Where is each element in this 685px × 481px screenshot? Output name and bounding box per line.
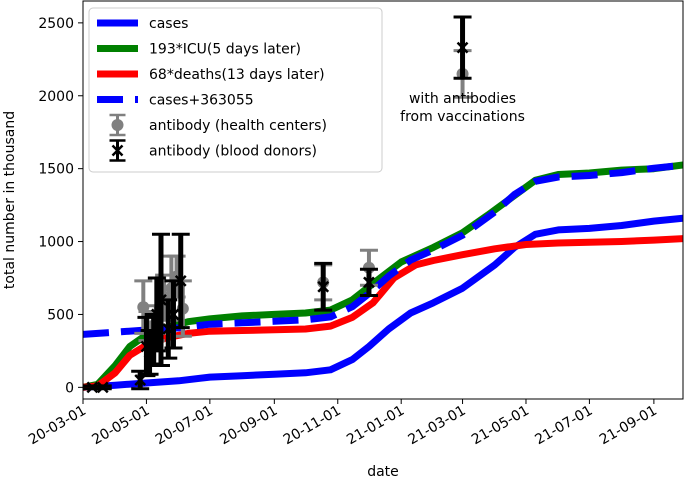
annotation: with antibodies from vaccinations <box>400 91 525 125</box>
x-tick-label: 20-09-01 <box>217 403 280 449</box>
legend-handle <box>109 139 126 162</box>
legend-entry-label: 68*deaths(13 days later) <box>149 67 325 83</box>
annotation-line: from vaccinations <box>400 109 525 125</box>
errorbar-point <box>453 15 472 80</box>
y-tick-label: 2500 <box>38 16 74 32</box>
x-axis: 20-03-01 20-05-01 20-07-01 20-09-01 20-11-01… <box>26 399 660 448</box>
legend-entry-label: antibody (health centers) <box>149 118 327 134</box>
y-axis-title: total number in thousand <box>2 111 18 289</box>
x-tick-label: 21-01-01 <box>344 403 407 449</box>
plot-errorbars <box>83 15 472 394</box>
x-tick-label: 20-11-01 <box>281 403 344 449</box>
legend-box <box>88 7 383 173</box>
errorbar-point <box>314 261 333 312</box>
legend-handle <box>109 113 126 137</box>
y-axis: 0 500 1000 1500 2000 2500 <box>38 16 83 396</box>
x-tick-label: 20-03-01 <box>26 403 89 449</box>
errorbar-point <box>359 267 378 297</box>
errorbar-point <box>171 232 190 330</box>
legend: cases 193*ICU(5 days later) 68*deaths(13 d… <box>88 7 383 173</box>
x-axis-title: date <box>367 464 399 480</box>
legend-entry-label: cases+363055 <box>149 93 254 109</box>
y-tick-label: 500 <box>47 307 74 323</box>
y-tick-label: 0 <box>65 380 74 396</box>
y-tick-label: 1500 <box>38 162 74 178</box>
x-tick-label: 20-07-01 <box>153 403 216 449</box>
x-tick-label: 21-07-01 <box>532 403 595 449</box>
series-line-3 <box>83 161 683 338</box>
x-tick-label: 21-05-01 <box>469 403 532 449</box>
y-tick-label: 2000 <box>38 89 74 105</box>
y-tick-label: 1000 <box>38 235 74 251</box>
series-line-0 <box>83 214 683 391</box>
annotation-line: with antibodies <box>409 91 516 107</box>
errorbar-point <box>164 279 183 350</box>
x-tick-label: 20-05-01 <box>89 403 152 449</box>
x-tick-label: 21-03-01 <box>406 403 469 449</box>
x-tick-label: 21-09-01 <box>597 403 660 449</box>
plot-frame <box>82 0 684 400</box>
errorbar-point <box>93 381 112 394</box>
legend-entry-label: antibody (blood donors) <box>149 144 317 160</box>
legend-entry-label: cases <box>149 16 188 32</box>
legend-entry-label: 193*ICU(5 days later) <box>149 42 301 58</box>
